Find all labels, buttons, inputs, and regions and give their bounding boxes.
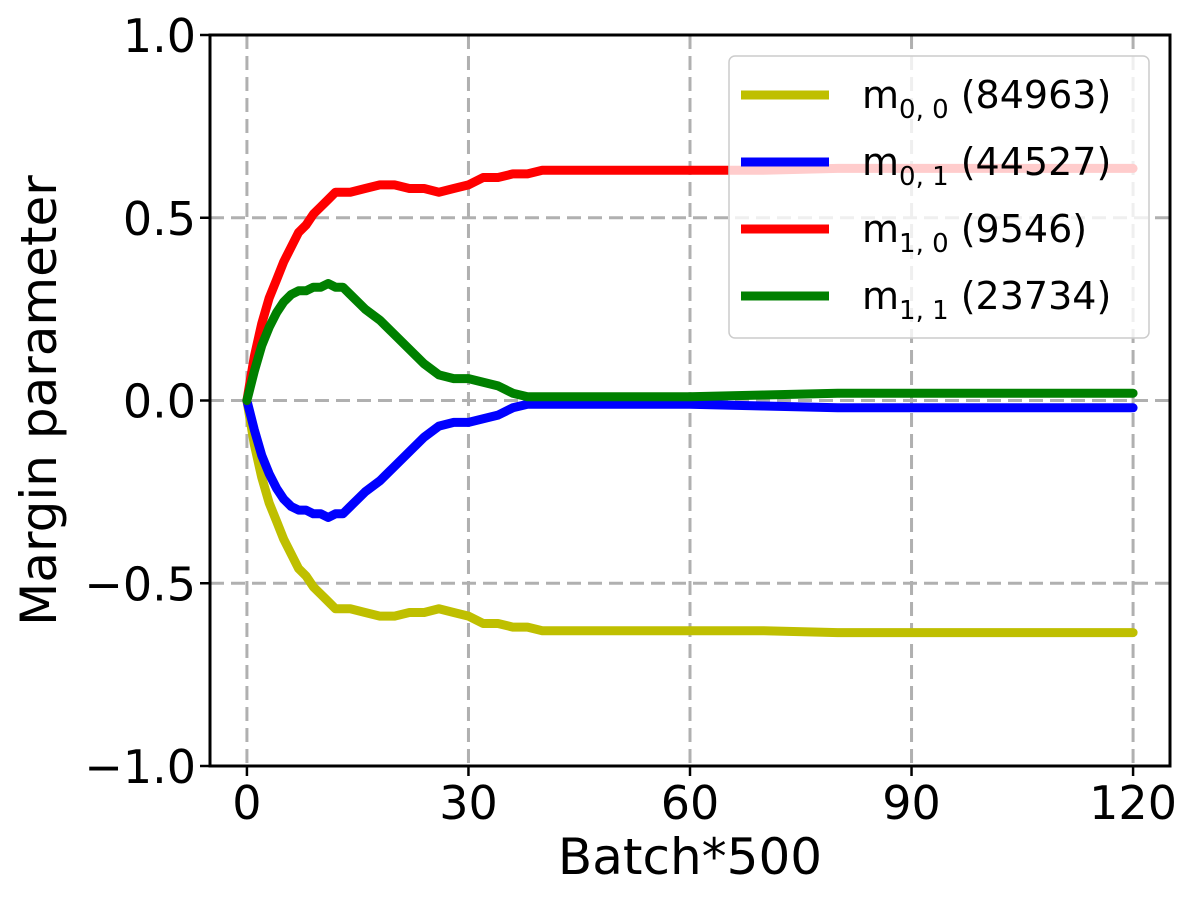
y-tick-label: −1.0 [84,740,196,794]
y-axis-title: Margin parameter [10,175,68,626]
series-line [242,279,1138,405]
y-tick-label: 1.0 [123,9,196,63]
legend: m0, 0 (84963) m0, 1 (44527) m1, 0 (9546) m1… [728,55,1150,339]
legend-box [728,55,1150,339]
x-tick-label: 120 [1089,776,1177,830]
x-tick-label: 60 [661,776,720,830]
legend-entry: m1, 1 (23734) [741,274,1111,326]
axis-ticks: 0 30 60 90 120 −1.0 −0.5 0.0 0.5 1.0 [84,9,1177,830]
series-lines [242,163,1138,638]
y-tick-label: −0.5 [84,557,196,611]
legend-label: m1, 1 (23734) [862,274,1111,326]
x-tick-label: 0 [232,776,261,830]
legend-entry: m1, 0 (9546) [741,207,1087,259]
x-axis-title: Batch*500 [558,828,822,886]
series-line [242,163,1138,405]
series-line [242,396,1138,638]
y-tick-label: 0.5 [123,192,196,246]
legend-entry: m0, 0 (84963) [741,73,1111,125]
legend-label: m0, 1 (44527) [862,140,1111,192]
y-tick-label: 0.0 [123,375,196,429]
legend-label: m1, 0 (9546) [862,207,1087,259]
series-line [242,396,1138,522]
x-tick-label: 90 [882,776,941,830]
x-tick-label: 30 [439,776,498,830]
legend-label: m0, 0 (84963) [862,73,1111,125]
legend-entry: m0, 1 (44527) [741,140,1111,192]
